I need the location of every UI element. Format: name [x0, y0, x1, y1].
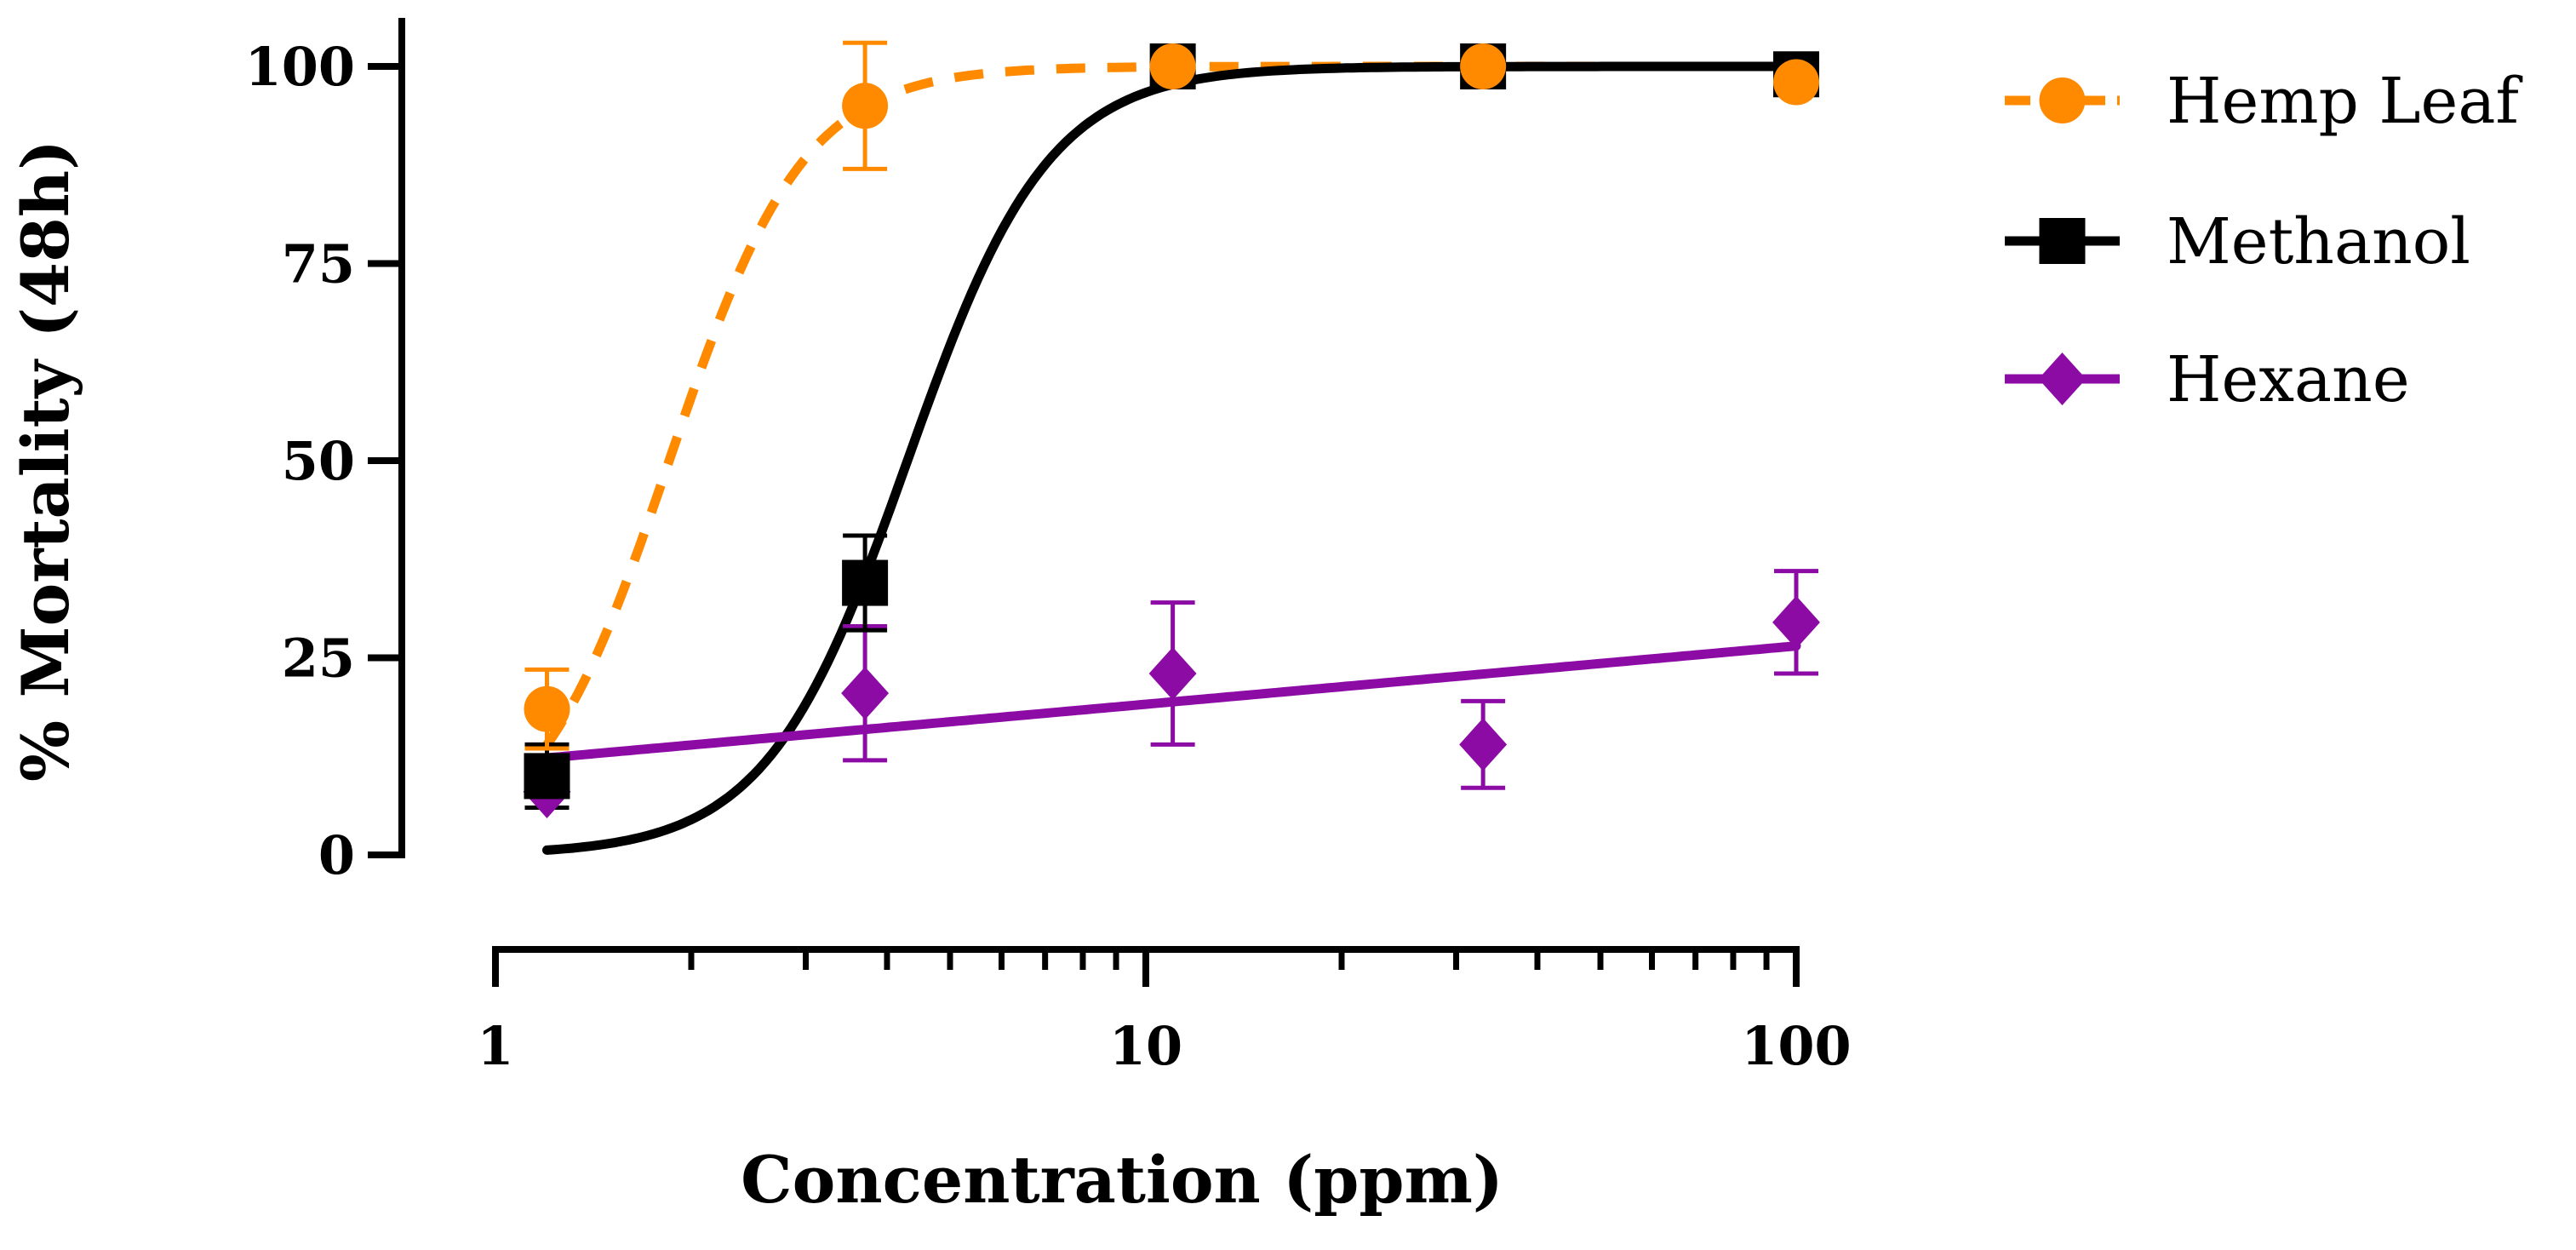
- marker-hexane: [841, 667, 890, 720]
- y-tick-label: 0: [318, 824, 355, 886]
- legend-marker-hexane: [2038, 352, 2087, 406]
- y-tick-label: 50: [282, 430, 355, 492]
- x-tick-label: 100: [1741, 1015, 1851, 1077]
- marker-methanol: [524, 753, 570, 800]
- x-axis-title: Concentration (ppm): [741, 1142, 1503, 1218]
- y-tick-label: 75: [282, 233, 355, 295]
- marker-hexane: [1772, 595, 1820, 649]
- marker-methanol: [842, 559, 889, 606]
- marker-hexane: [1459, 718, 1508, 771]
- marker-hemp-leaf: [524, 685, 570, 732]
- x-tick-label: 10: [1109, 1015, 1182, 1077]
- legend-label-hemp-leaf: Hemp Leaf: [2167, 65, 2522, 138]
- x-tick-label: 1: [477, 1015, 513, 1077]
- data-markers: [523, 43, 1820, 818]
- y-tick-label: 100: [245, 36, 355, 98]
- y-tick-label: 25: [282, 628, 355, 690]
- legend-label-hexane: Hexane: [2167, 343, 2410, 416]
- marker-hemp-leaf: [1149, 43, 1196, 89]
- legend-marker-hemp-leaf: [2039, 77, 2086, 123]
- marker-hemp-leaf: [1773, 59, 1819, 106]
- marker-hexane: [1148, 646, 1197, 701]
- y-axis-ticks: 0 25 50 75 100: [245, 36, 402, 886]
- legend: Hemp Leaf Methanol Hexane: [2005, 65, 2522, 416]
- legend-label-methanol: Methanol: [2167, 205, 2470, 278]
- legend-marker-methanol: [2039, 218, 2086, 264]
- y-axis-title: % Mortality (48h): [8, 140, 83, 782]
- marker-hemp-leaf: [842, 83, 889, 129]
- marker-hemp-leaf: [1460, 43, 1507, 89]
- x-axis-ticks: 1 10 100: [477, 949, 1852, 1077]
